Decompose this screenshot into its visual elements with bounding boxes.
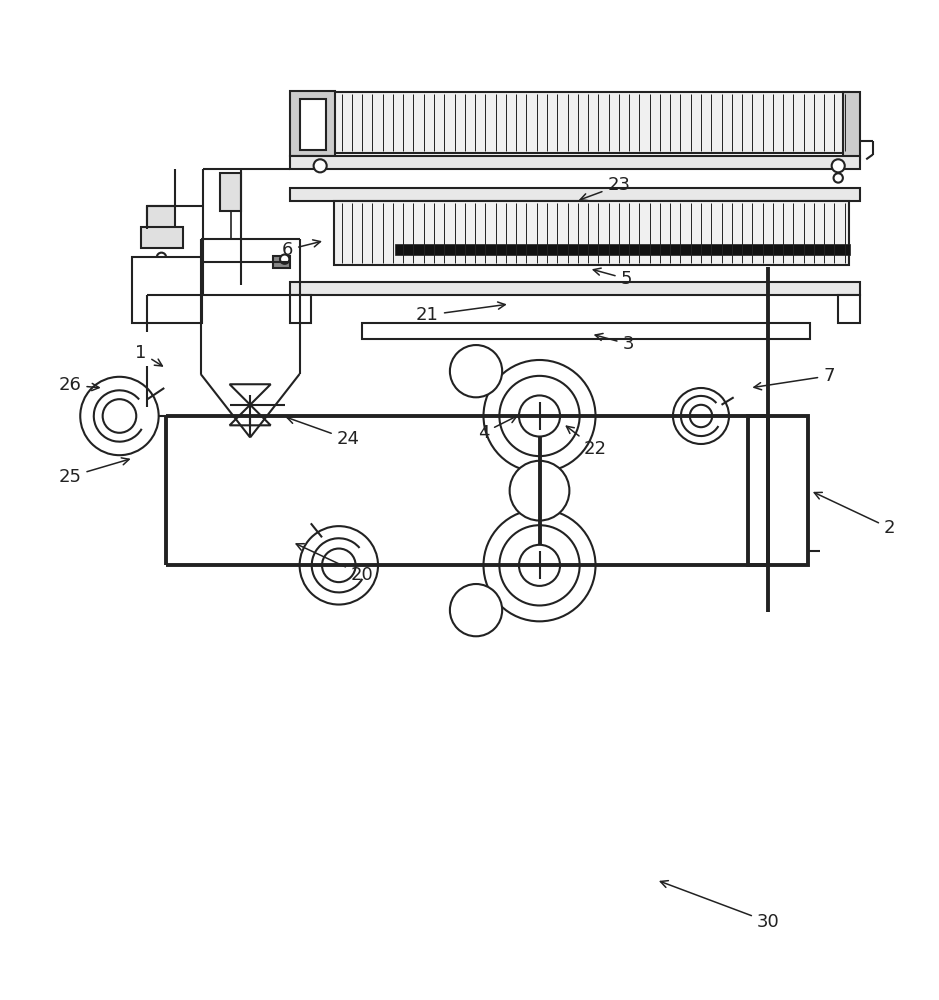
Text: 30: 30 [660,881,779,931]
Bar [394,244,851,255]
Bar [290,295,311,323]
Text: 6: 6 [282,240,320,259]
Circle shape [519,395,560,437]
Text: 3: 3 [595,333,634,353]
Bar [839,295,860,323]
Text: 26: 26 [58,376,100,394]
Circle shape [690,405,712,427]
Polygon shape [230,384,270,405]
Bar [290,282,860,295]
Circle shape [300,526,378,605]
Text: 1: 1 [135,344,162,366]
Bar [290,156,860,169]
Text: 4: 4 [478,416,516,442]
Circle shape [510,461,569,521]
Circle shape [500,525,579,605]
Circle shape [834,173,843,183]
Bar [300,99,326,150]
Bar [131,257,202,323]
Text: 7: 7 [754,367,835,390]
Circle shape [484,360,595,472]
Bar [747,416,808,565]
Bar [147,206,176,229]
Circle shape [484,509,595,621]
Circle shape [102,399,136,433]
Bar [141,227,183,248]
Text: 23: 23 [580,176,630,201]
Text: 25: 25 [58,458,130,486]
Circle shape [450,584,502,636]
Circle shape [673,388,729,444]
Polygon shape [230,405,270,425]
Text: 21: 21 [416,302,505,324]
Circle shape [80,377,159,455]
Circle shape [280,255,289,264]
Bar [290,188,860,201]
Text: 24: 24 [287,417,360,448]
Bar [221,173,240,211]
Circle shape [314,159,327,172]
Circle shape [322,549,356,582]
Text: 2: 2 [814,492,895,537]
Circle shape [450,345,502,397]
Text: 20: 20 [296,544,374,584]
Text: 5: 5 [593,268,632,288]
Bar [334,201,850,265]
Circle shape [832,159,845,172]
Circle shape [500,376,579,456]
Bar [273,256,290,268]
Bar [290,91,335,156]
Bar [334,92,850,153]
Circle shape [519,545,560,586]
Circle shape [157,253,166,262]
Text: 22: 22 [566,426,607,458]
Bar [843,92,860,159]
Bar [362,323,810,339]
